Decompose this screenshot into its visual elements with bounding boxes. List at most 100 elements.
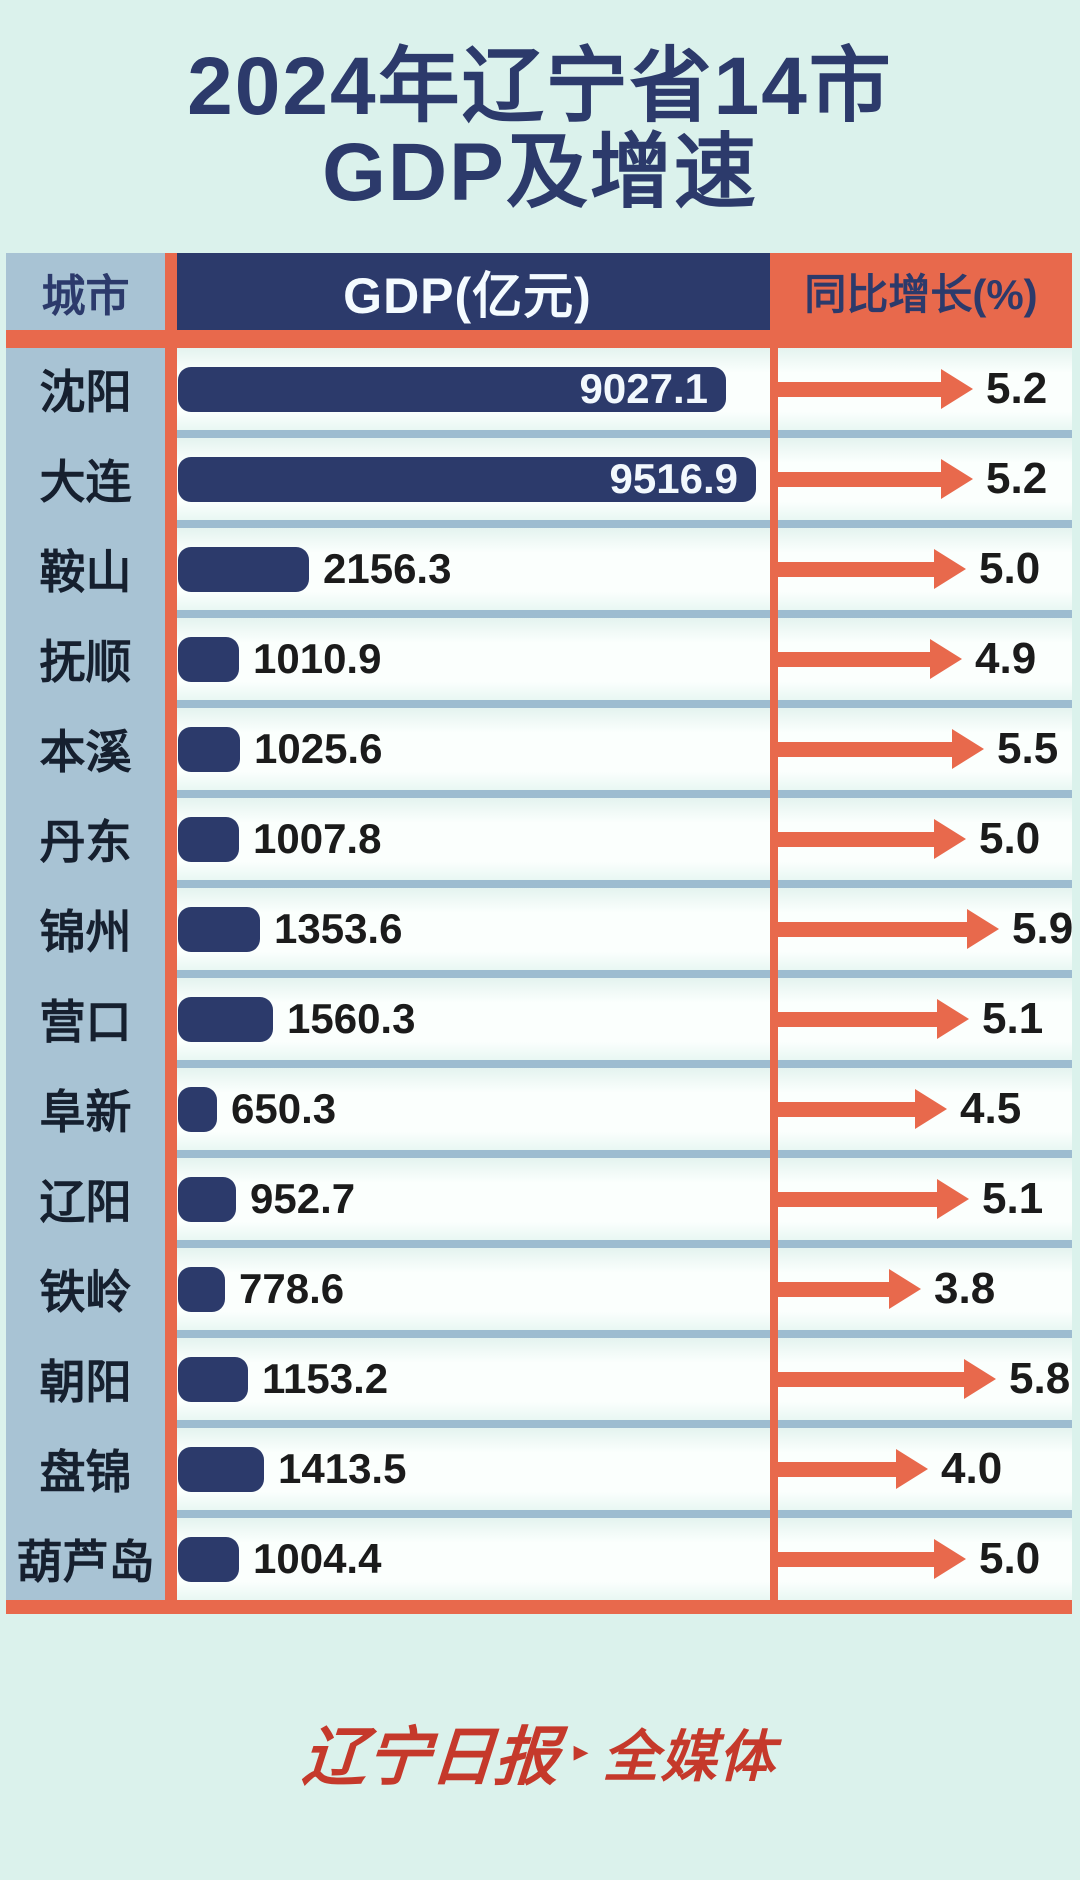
growth-cell: 5.8 bbox=[778, 1338, 1070, 1420]
growth-value: 4.5 bbox=[960, 1084, 1022, 1133]
gdp-bar bbox=[178, 1536, 239, 1582]
growth-cell: 4.0 bbox=[778, 1428, 1002, 1510]
gdp-value: 1560.3 bbox=[287, 995, 416, 1042]
gdp-value: 952.7 bbox=[250, 1175, 356, 1222]
gdp-cell: 9027.1 bbox=[178, 348, 726, 430]
city-label: 丹东 bbox=[39, 816, 132, 868]
city-label: 锦州 bbox=[39, 906, 132, 958]
table-row: 1413.5 4.0 bbox=[165, 1428, 1072, 1510]
growth-arrow bbox=[778, 1281, 889, 1297]
growth-cell: 5.2 bbox=[778, 348, 1047, 430]
city-column: 城市 沈阳 大连 鞍山 抚顺 本溪 丹东 锦州 营口 阜新 辽阳 铁岭 朝阳 盘锦 葫芦岛 bbox=[6, 253, 165, 1600]
rows: 9027.1 5.2 9516.9 5.2 2156.3 5.0 1010.9 4.9 1025… bbox=[165, 348, 1073, 1600]
gdp-bar bbox=[178, 996, 273, 1042]
growth-cell: 5.1 bbox=[778, 1158, 1043, 1240]
table-row: 1007.8 5.0 bbox=[165, 798, 1072, 880]
table-row: 1010.9 4.9 bbox=[165, 618, 1072, 700]
gdp-cell: 1025.6 bbox=[178, 708, 382, 790]
gdp-cell: 1004.4 bbox=[178, 1518, 381, 1600]
city-label: 大连 bbox=[39, 456, 132, 508]
city-label: 盘锦 bbox=[39, 1446, 132, 1498]
gdp-value: 1153.2 bbox=[262, 1355, 389, 1402]
gdp-bar bbox=[178, 1446, 264, 1492]
growth-cell: 3.8 bbox=[778, 1248, 995, 1330]
growth-cell: 4.5 bbox=[778, 1068, 1021, 1150]
gdp-cell: 2156.3 bbox=[178, 528, 451, 610]
table-row: 778.6 3.8 bbox=[165, 1248, 1072, 1330]
growth-arrow-head-icon bbox=[967, 909, 999, 949]
header-city: 城市 bbox=[41, 271, 130, 321]
gdp-value: 1413.5 bbox=[278, 1445, 407, 1492]
gdp-value: 9027.1 bbox=[579, 365, 708, 412]
growth-arrow bbox=[778, 1461, 896, 1477]
city-label: 鞍山 bbox=[39, 546, 132, 598]
header-gdp: GDP(亿元) bbox=[165, 253, 770, 330]
brand-script: 辽宁日报 bbox=[300, 1722, 562, 1793]
growth-arrow-head-icon bbox=[896, 1449, 928, 1489]
growth-value: 5.8 bbox=[1009, 1354, 1071, 1403]
growth-arrow bbox=[778, 651, 930, 667]
brand-separator-icon: ▸ bbox=[573, 1735, 589, 1768]
table-row: 9516.9 5.2 bbox=[165, 438, 1072, 520]
gdp-value: 9516.9 bbox=[609, 455, 738, 502]
table-row: 952.7 5.1 bbox=[165, 1158, 1072, 1240]
page-title-line2: GDP及增速 bbox=[322, 127, 758, 219]
growth-cell: 5.9 bbox=[778, 888, 1073, 970]
growth-cell: 5.1 bbox=[778, 978, 1043, 1060]
growth-arrow bbox=[778, 381, 941, 397]
gdp-bar bbox=[178, 1176, 236, 1222]
growth-arrow bbox=[778, 1011, 937, 1027]
table-row: 1353.6 5.9 bbox=[165, 888, 1073, 970]
column-divider-right bbox=[770, 348, 778, 1600]
growth-arrow-head-icon bbox=[964, 1359, 996, 1399]
city-label: 本溪 bbox=[39, 726, 132, 778]
growth-arrow bbox=[778, 561, 934, 577]
gdp-cell: 650.3 bbox=[178, 1068, 336, 1150]
gdp-value: 1004.4 bbox=[253, 1535, 382, 1582]
gdp-bar: 9027.1 bbox=[178, 365, 726, 412]
growth-arrow-head-icon bbox=[930, 639, 962, 679]
growth-value: 3.8 bbox=[934, 1264, 996, 1313]
growth-arrow-head-icon bbox=[934, 819, 966, 859]
city-label: 营口 bbox=[39, 996, 132, 1048]
table-row: 9027.1 5.2 bbox=[165, 348, 1072, 430]
growth-value: 5.0 bbox=[979, 544, 1041, 593]
gdp-value: 650.3 bbox=[231, 1085, 337, 1132]
growth-arrow bbox=[778, 1371, 964, 1387]
growth-arrow-head-icon bbox=[937, 1179, 969, 1219]
growth-value: 5.2 bbox=[986, 454, 1048, 503]
column-divider-left bbox=[165, 253, 177, 1600]
table-row: 2156.3 5.0 bbox=[165, 528, 1072, 610]
gdp-value: 1025.6 bbox=[254, 725, 383, 772]
table-row: 1560.3 5.1 bbox=[165, 978, 1072, 1060]
growth-arrow-head-icon bbox=[937, 999, 969, 1039]
gdp-value: 2156.3 bbox=[323, 545, 452, 592]
header-underline-band bbox=[6, 330, 1072, 348]
growth-arrow bbox=[778, 921, 967, 937]
gdp-bar bbox=[178, 636, 239, 682]
city-label: 葫芦岛 bbox=[16, 1536, 155, 1588]
header-growth: 同比增长(%) bbox=[770, 253, 1072, 330]
growth-cell: 5.0 bbox=[778, 798, 1040, 880]
growth-arrow-head-icon bbox=[952, 729, 984, 769]
gdp-value: 1007.8 bbox=[253, 815, 382, 862]
gdp-bar bbox=[178, 1086, 217, 1132]
gdp-cell: 1413.5 bbox=[178, 1428, 406, 1510]
gdp-value: 778.6 bbox=[239, 1265, 345, 1312]
table-row: 1153.2 5.8 bbox=[165, 1338, 1072, 1420]
table-row: 1025.6 5.5 bbox=[165, 708, 1072, 790]
gdp-value: 1010.9 bbox=[253, 635, 382, 682]
growth-value: 5.9 bbox=[1012, 904, 1074, 953]
table-row: 650.3 4.5 bbox=[165, 1068, 1072, 1150]
growth-arrow bbox=[778, 741, 952, 757]
growth-value: 5.5 bbox=[997, 724, 1059, 773]
gdp-value: 1353.6 bbox=[274, 905, 403, 952]
growth-arrow-head-icon bbox=[915, 1089, 947, 1129]
brand-logo: 辽宁日报 ▸ 全媒体 bbox=[0, 1702, 1080, 1802]
gdp-cell: 1153.2 bbox=[178, 1338, 388, 1420]
gdp-cell: 952.7 bbox=[178, 1158, 355, 1240]
growth-value: 5.1 bbox=[982, 1174, 1044, 1223]
gdp-bar bbox=[178, 726, 240, 772]
gdp-cell: 1353.6 bbox=[178, 888, 402, 970]
